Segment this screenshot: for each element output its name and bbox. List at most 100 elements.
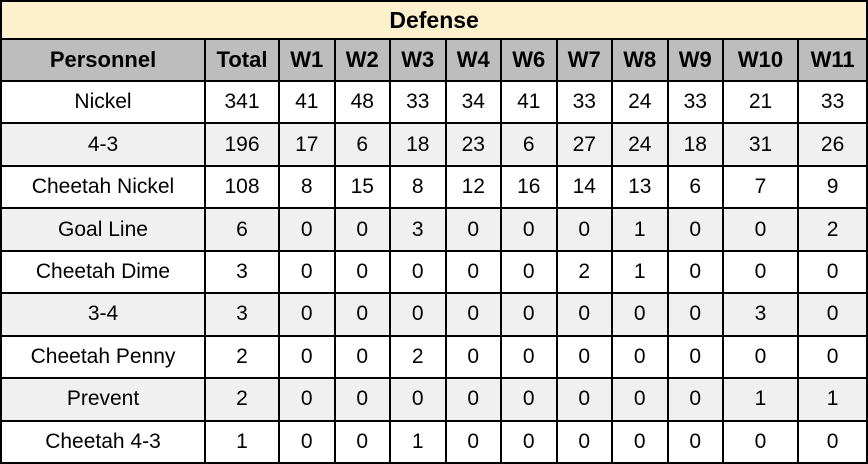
- value-cell: 0: [611, 377, 669, 422]
- value-cell: 0: [555, 292, 613, 337]
- value-cell: 196: [204, 122, 280, 167]
- value-cell: 0: [278, 334, 336, 380]
- value-cell: 0: [500, 377, 558, 422]
- value-cell: 0: [278, 377, 336, 422]
- value-cell: 0: [389, 249, 447, 295]
- value-cell: 0: [722, 334, 799, 380]
- value-cell: 24: [611, 79, 669, 125]
- value-cell: 26: [796, 122, 868, 167]
- value-cell: 0: [722, 419, 799, 464]
- value-cell: 24: [611, 122, 669, 167]
- value-cell: 0: [444, 334, 502, 380]
- value-cell: 0: [389, 377, 447, 422]
- value-cell: 2: [555, 249, 613, 295]
- personnel-cell: Cheetah Penny: [0, 334, 206, 380]
- value-cell: 0: [333, 207, 391, 252]
- value-cell: 31: [722, 122, 799, 167]
- table-row: 4-3 196 17 6 18 23 6 27 24 18 31 26: [0, 122, 868, 167]
- value-cell: 0: [444, 419, 502, 464]
- title-row: Defense: [0, 0, 868, 40]
- value-cell: 8: [389, 164, 447, 210]
- value-cell: 2: [204, 377, 280, 422]
- value-cell: 8: [278, 164, 336, 210]
- value-cell: 34: [444, 79, 502, 125]
- value-cell: 0: [333, 292, 391, 337]
- value-cell: 3: [204, 249, 280, 295]
- column-header-personnel: Personnel: [0, 38, 206, 82]
- value-cell: 0: [278, 207, 336, 252]
- value-cell: 23: [444, 122, 502, 167]
- value-cell: 0: [278, 249, 336, 295]
- table-row: Nickel 341 41 48 33 34 41 33 24 33 21 33: [0, 79, 868, 125]
- value-cell: 33: [666, 79, 724, 125]
- value-cell: 2: [389, 334, 447, 380]
- column-header-w1: W1: [278, 38, 336, 82]
- value-cell: 0: [611, 292, 669, 337]
- value-cell: 1: [722, 377, 799, 422]
- column-header-w9: W9: [666, 38, 724, 82]
- value-cell: 0: [333, 377, 391, 422]
- value-cell: 0: [722, 249, 799, 295]
- value-cell: 18: [666, 122, 724, 167]
- personnel-cell: Cheetah Nickel: [0, 164, 206, 210]
- table-row: Prevent 2 0 0 0 0 0 0 0 0 1 1: [0, 377, 868, 422]
- value-cell: 0: [666, 292, 724, 337]
- table-title: Defense: [0, 0, 868, 40]
- personnel-cell: Prevent: [0, 377, 206, 422]
- value-cell: 1: [796, 377, 868, 422]
- column-header-total: Total: [204, 38, 280, 82]
- value-cell: 18: [389, 122, 447, 167]
- value-cell: 6: [500, 122, 558, 167]
- column-header-w4: W4: [444, 38, 502, 82]
- value-cell: 33: [796, 79, 868, 125]
- personnel-cell: 3-4: [0, 292, 206, 337]
- value-cell: 0: [796, 249, 868, 295]
- value-cell: 0: [555, 419, 613, 464]
- value-cell: 27: [555, 122, 613, 167]
- value-cell: 13: [611, 164, 669, 210]
- value-cell: 2: [204, 334, 280, 380]
- column-header-w11: W11: [796, 38, 868, 82]
- value-cell: 0: [666, 207, 724, 252]
- table-row: Cheetah 4-3 1 0 0 1 0 0 0 0 0 0 0: [0, 419, 868, 464]
- value-cell: 41: [278, 79, 336, 125]
- value-cell: 0: [333, 419, 391, 464]
- column-header-w10: W10: [722, 38, 799, 82]
- value-cell: 108: [204, 164, 280, 210]
- table-row: 3-4 3 0 0 0 0 0 0 0 0 3 0: [0, 292, 868, 337]
- value-cell: 0: [555, 377, 613, 422]
- value-cell: 0: [500, 334, 558, 380]
- value-cell: 1: [204, 419, 280, 464]
- value-cell: 0: [500, 207, 558, 252]
- personnel-cell: Nickel: [0, 79, 206, 125]
- value-cell: 6: [333, 122, 391, 167]
- table-body: Nickel 341 41 48 33 34 41 33 24 33 21 33 4-3 196 17 6 18…: [0, 79, 868, 464]
- value-cell: 0: [555, 334, 613, 380]
- column-header-w6: W6: [500, 38, 558, 82]
- value-cell: 0: [796, 419, 868, 464]
- value-cell: 1: [611, 249, 669, 295]
- personnel-cell: Cheetah 4-3: [0, 419, 206, 464]
- personnel-cell: 4-3: [0, 122, 206, 167]
- value-cell: 0: [444, 292, 502, 337]
- value-cell: 0: [500, 249, 558, 295]
- table-row: Goal Line 6 0 0 3 0 0 0 1 0 0 2: [0, 207, 868, 252]
- column-header-w8: W8: [611, 38, 669, 82]
- table-row: Cheetah Nickel 108 8 15 8 12 16 14 13 6 7 9: [0, 164, 868, 210]
- value-cell: 2: [796, 207, 868, 252]
- value-cell: 341: [204, 79, 280, 125]
- value-cell: 6: [666, 164, 724, 210]
- column-header-w7: W7: [555, 38, 613, 82]
- personnel-cell: Goal Line: [0, 207, 206, 252]
- value-cell: 3: [722, 292, 799, 337]
- value-cell: 0: [611, 419, 669, 464]
- value-cell: 0: [666, 377, 724, 422]
- value-cell: 1: [389, 419, 447, 464]
- value-cell: 7: [722, 164, 799, 210]
- value-cell: 9: [796, 164, 868, 210]
- value-cell: 0: [444, 207, 502, 252]
- value-cell: 0: [796, 292, 868, 337]
- value-cell: 0: [278, 292, 336, 337]
- value-cell: 6: [204, 207, 280, 252]
